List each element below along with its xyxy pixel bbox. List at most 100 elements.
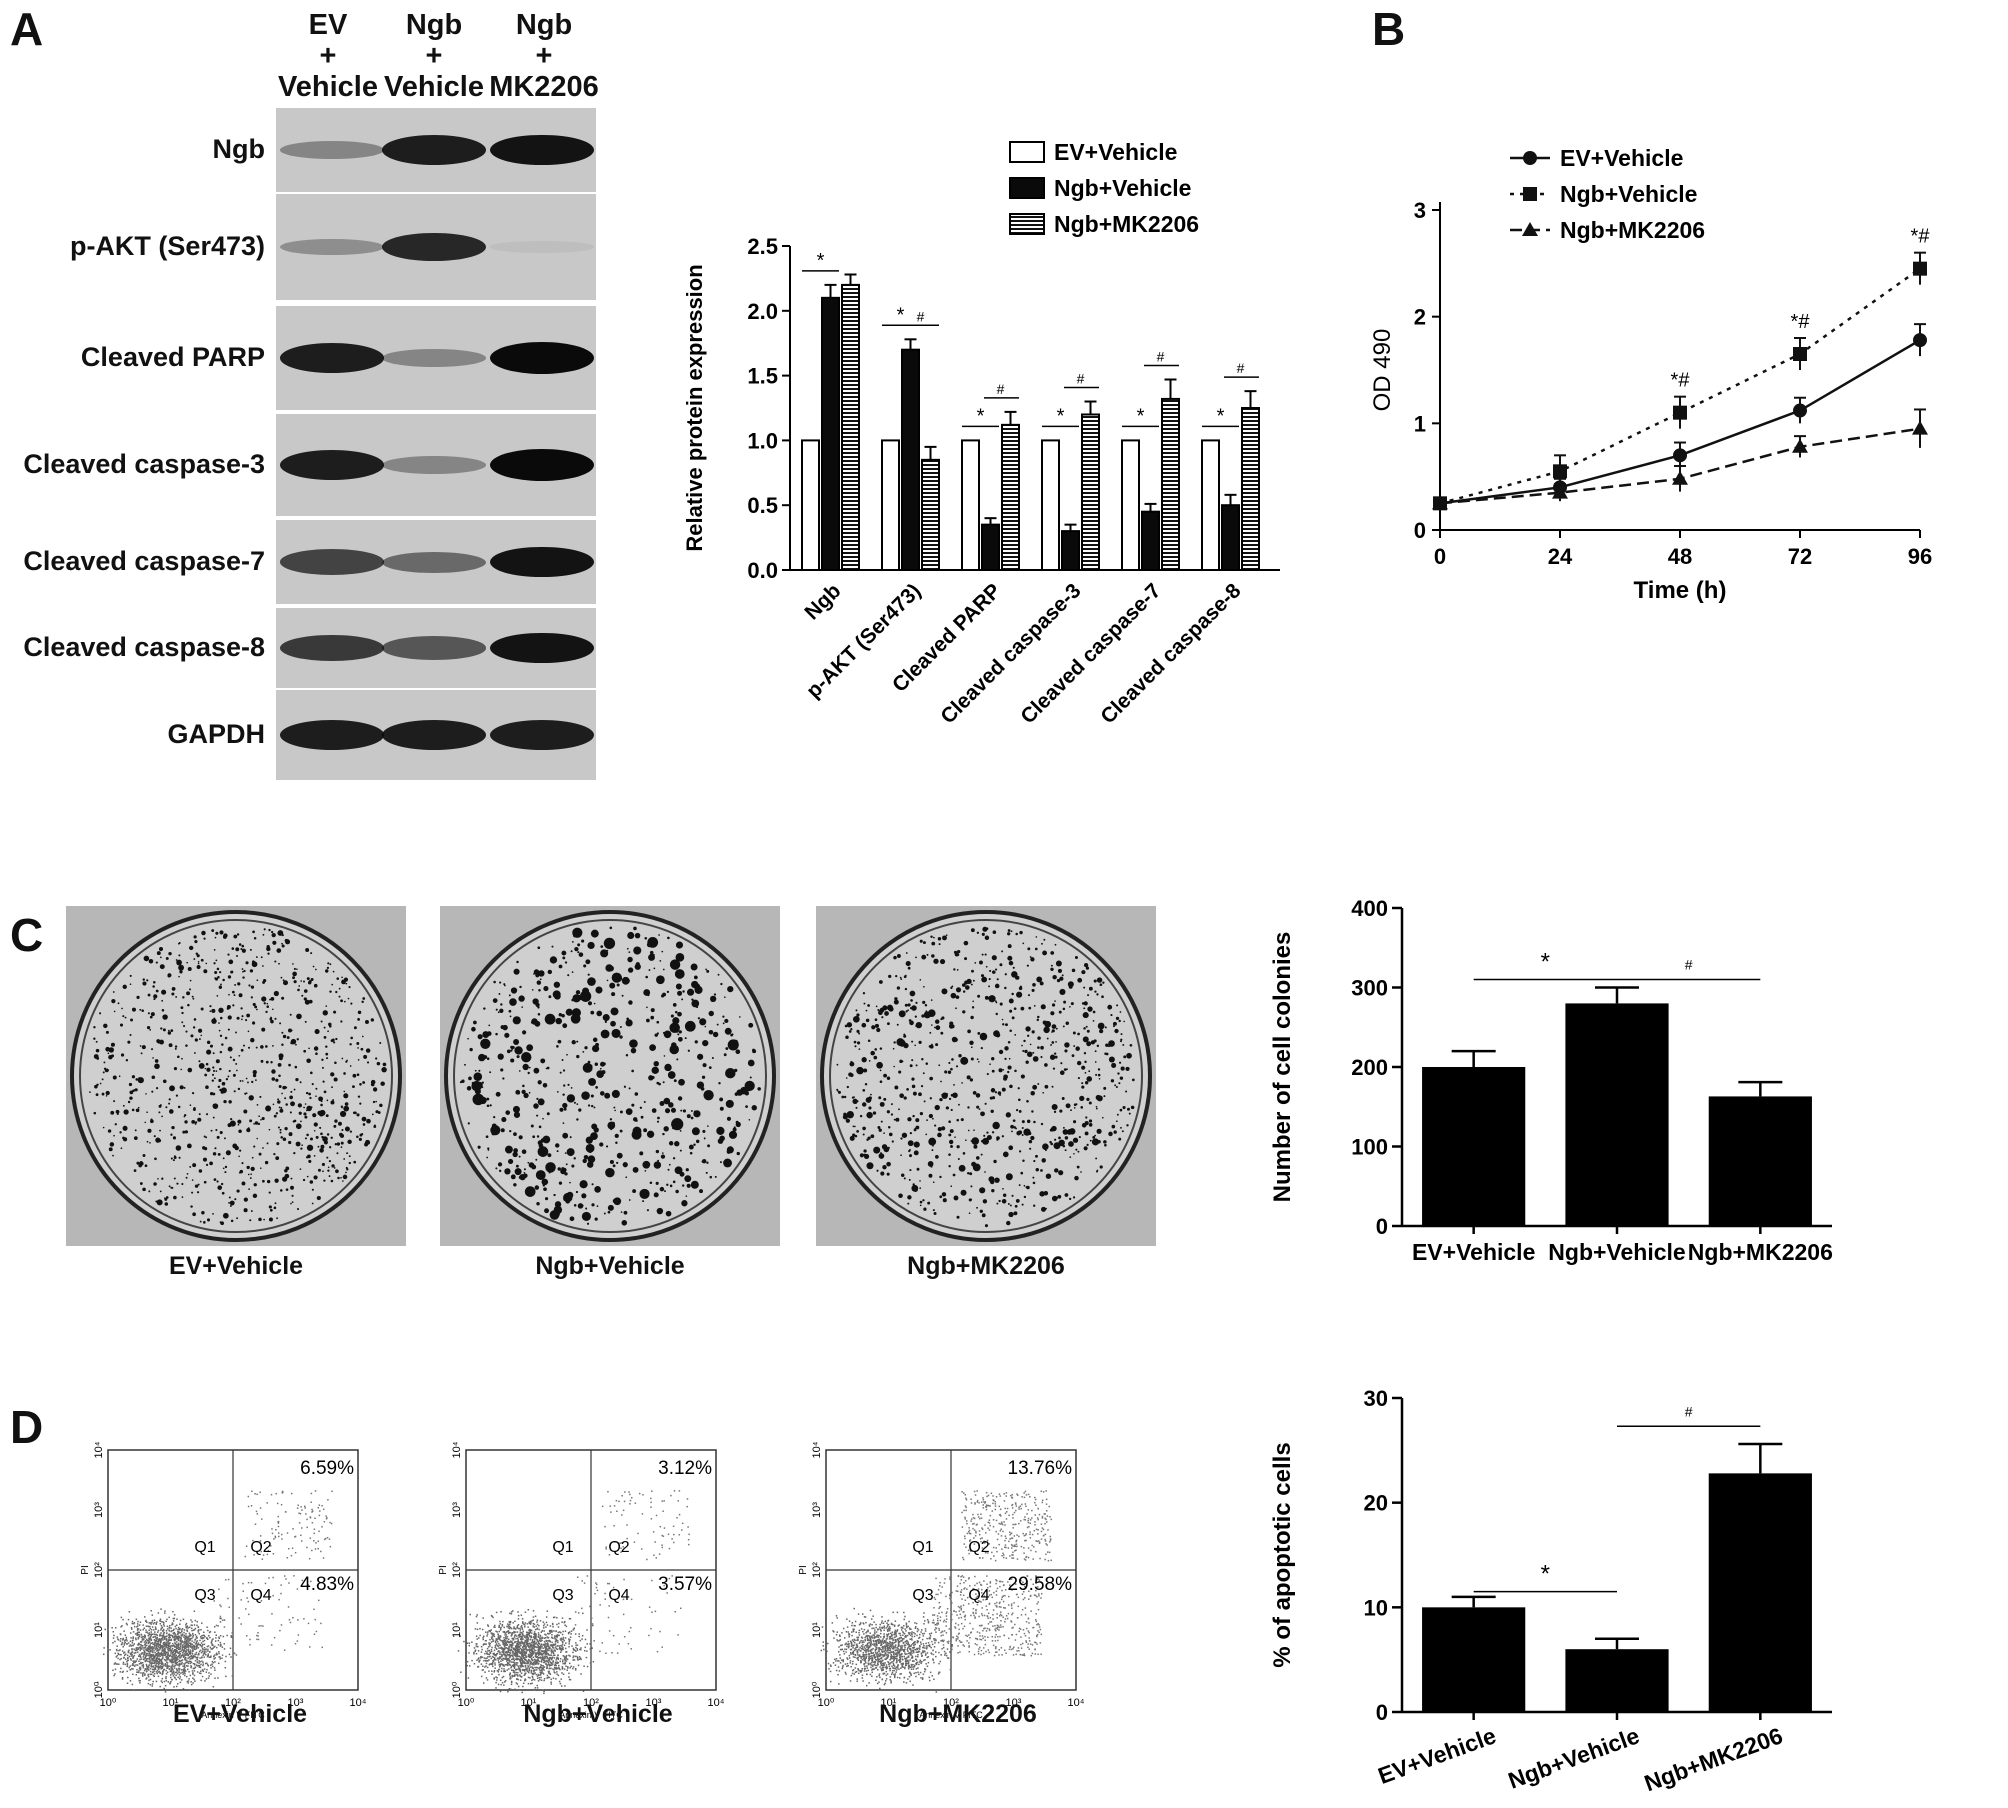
colony (89, 1091, 91, 1093)
colony (514, 1168, 522, 1176)
event-dot (147, 1673, 150, 1676)
event-dot (162, 1639, 164, 1641)
colony (1037, 1046, 1040, 1049)
event-dot (207, 1653, 210, 1655)
event-dot (125, 1638, 128, 1640)
quadrant-label: Q3 (194, 1587, 215, 1604)
event-dot (178, 1660, 180, 1663)
colony (905, 961, 911, 967)
colony (146, 979, 149, 982)
event-dot (170, 1644, 172, 1647)
colony (582, 1050, 585, 1053)
event-dot (172, 1636, 174, 1639)
colony (251, 960, 255, 964)
colony (493, 1115, 496, 1119)
colony (874, 1023, 880, 1028)
colony (1049, 1054, 1056, 1060)
event-dot (260, 1600, 263, 1602)
event-dot (159, 1647, 162, 1650)
colony (154, 1157, 157, 1161)
colony (915, 1001, 918, 1004)
event-dot (165, 1632, 168, 1635)
dish-inner (829, 919, 1143, 1233)
event-dot (572, 1667, 574, 1670)
event-dot (182, 1650, 185, 1652)
colony (1086, 1076, 1093, 1082)
colony (175, 1145, 182, 1151)
colony (1026, 964, 1029, 967)
colony (620, 1110, 623, 1114)
event-dot (152, 1680, 154, 1683)
event-dot (154, 1662, 156, 1665)
colony (751, 1105, 757, 1111)
colony (1001, 1087, 1006, 1092)
event-dot (135, 1664, 137, 1666)
colony (1042, 950, 1048, 956)
colony (226, 1004, 231, 1009)
colony (882, 1005, 888, 1011)
colony (265, 1045, 268, 1048)
colony (658, 934, 660, 936)
colony (661, 950, 664, 953)
colony (941, 1192, 947, 1197)
colony (558, 964, 563, 969)
event-dot (309, 1517, 312, 1519)
event-dot (495, 1655, 497, 1657)
colony (1040, 1045, 1044, 1050)
event-dot (533, 1652, 535, 1654)
colony (519, 985, 522, 989)
event-dot (145, 1642, 147, 1645)
colony (158, 947, 164, 952)
colony (703, 1090, 714, 1101)
event-dot (499, 1664, 502, 1667)
event-dot (177, 1667, 180, 1670)
event-dot (123, 1651, 126, 1654)
colony (1036, 976, 1043, 983)
colony (93, 1026, 96, 1029)
colony (1080, 1171, 1082, 1173)
colony (607, 1121, 616, 1130)
y-tick-label: 2 (1414, 305, 1426, 330)
event-dot (130, 1659, 132, 1661)
event-dot (146, 1648, 148, 1650)
colony (587, 1155, 596, 1164)
colony (1012, 1119, 1016, 1123)
event-dot (184, 1662, 187, 1664)
colony (735, 1121, 741, 1128)
colony (603, 937, 616, 950)
event-dot (177, 1626, 180, 1629)
event-dot (508, 1645, 510, 1648)
colony (961, 983, 966, 987)
event-dot (181, 1648, 184, 1651)
colony (907, 1202, 910, 1205)
panel-letter-b: B (1372, 3, 1406, 55)
event-dot (208, 1650, 211, 1653)
colony (301, 994, 304, 997)
event-dot (119, 1653, 121, 1656)
significance-mark: * (1217, 405, 1225, 427)
event-dot (184, 1647, 187, 1650)
event-dot (117, 1638, 119, 1640)
event-dot (321, 1504, 323, 1507)
colony (722, 1022, 725, 1025)
colony (1008, 998, 1014, 1004)
colony (191, 1179, 194, 1181)
event-dot (511, 1632, 513, 1635)
event-dot (168, 1634, 170, 1637)
event-dot (182, 1665, 184, 1667)
event-dot (210, 1640, 213, 1643)
colony (634, 963, 641, 970)
colony (125, 1058, 129, 1062)
event-dot (298, 1512, 300, 1515)
colony (184, 1130, 189, 1134)
event-dot (179, 1645, 182, 1648)
colony (473, 1020, 477, 1025)
data-point (1672, 470, 1688, 485)
colony (189, 988, 191, 991)
colony (725, 1067, 736, 1079)
colony (724, 1018, 729, 1024)
colony (705, 968, 707, 971)
colony (278, 1106, 281, 1109)
colony (241, 1181, 246, 1186)
event-dot (171, 1672, 173, 1674)
